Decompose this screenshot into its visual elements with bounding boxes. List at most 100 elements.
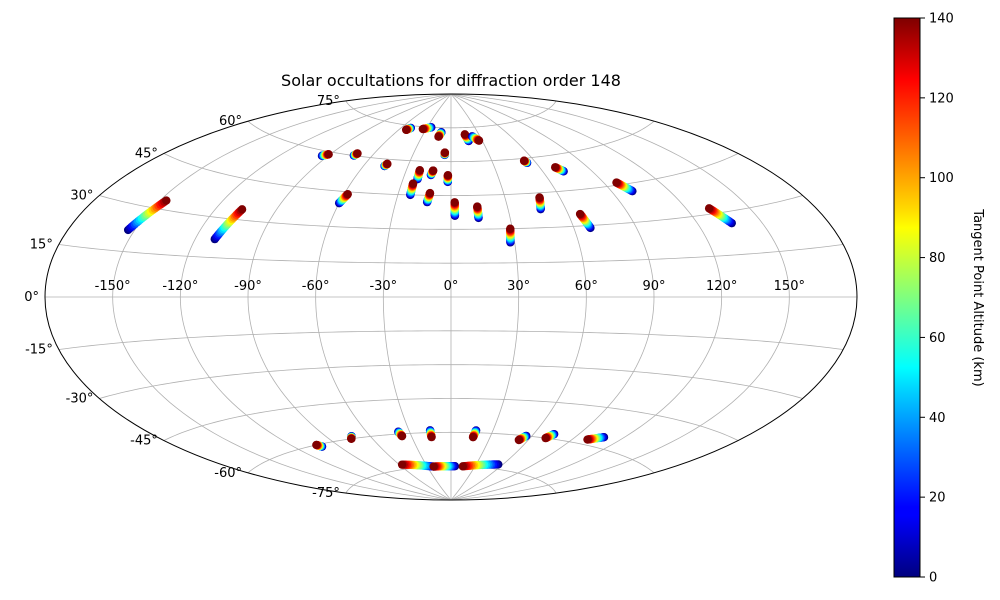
occultation-point (427, 432, 436, 442)
occultation-track (583, 433, 609, 444)
chart-title: Solar occultations for diffraction order… (281, 71, 621, 90)
occultation-track (519, 156, 532, 168)
occultation-track (541, 429, 559, 443)
occultation-point (418, 124, 428, 134)
occultation-point (473, 202, 482, 211)
occultation-track (426, 166, 438, 180)
longitude-tick-label: 30° (507, 279, 530, 294)
occultation-track (458, 460, 503, 471)
colorbar-tick-label: 20 (929, 491, 946, 506)
occultation-point (425, 188, 435, 198)
occultation-point (550, 163, 560, 172)
latitude-tick-labels: -75° -60° -45° -30° -15° 0° 15° 30° 45° 60° 75° (24, 94, 340, 501)
occultation-track (443, 170, 453, 187)
occultation-point (429, 462, 438, 471)
longitude-tick-label: 150° (774, 279, 805, 294)
latitude-tick-label: 30° (70, 189, 93, 204)
longitude-tick-label: 0° (444, 279, 459, 294)
longitude-tick-label: 60° (575, 279, 598, 294)
occultation-point (237, 205, 247, 214)
occultation-track (394, 427, 407, 441)
latitude-tick-label: 60° (219, 114, 242, 129)
occultation-point (434, 132, 443, 141)
colorbar-tick-label: 40 (929, 411, 946, 426)
parallel-line (163, 398, 739, 441)
occultation-points (123, 123, 736, 471)
occultation-point (312, 440, 321, 450)
occultation-track (468, 426, 481, 442)
occultation-track (506, 224, 515, 247)
occultation-point (506, 224, 515, 233)
longitude-tick-label: -150° (95, 279, 131, 294)
colorbar: 0 20 40 60 80 100 120 140 Tangent Point Altitud… (893, 12, 985, 586)
occultation-point (535, 193, 544, 202)
colorbar-gradient (893, 17, 921, 578)
occultation-point (408, 179, 418, 188)
occultation-point (343, 189, 352, 199)
occultation-point (519, 156, 529, 165)
colorbar-ticks: 0 20 40 60 80 100 120 140 (920, 12, 954, 586)
latitude-tick-label: 75° (317, 94, 340, 109)
occultation-point (514, 435, 524, 445)
occultation-point (397, 460, 407, 469)
parallel-line (99, 364, 803, 399)
occultation-track (429, 461, 460, 471)
occultation-point (583, 435, 592, 444)
occultation-point (468, 432, 478, 442)
colorbar-tick-label: 60 (929, 331, 946, 346)
colorbar-tick-label: 0 (929, 571, 937, 586)
longitude-tick-labels: -150° -120° -90° -60° -30° 0° 30° 60° 90° 120° 150… (95, 279, 805, 294)
occultation-point (162, 196, 171, 205)
grid-lines (45, 94, 857, 500)
occultation-track (380, 159, 392, 171)
occultation-point (443, 170, 453, 180)
parallel-line (163, 153, 739, 196)
occultation-point (612, 178, 621, 187)
occultation-track (317, 150, 333, 161)
occultation-point (474, 136, 484, 145)
occultation-track (349, 149, 362, 160)
occultation-track (123, 196, 171, 235)
latitude-tick-label: 15° (30, 237, 53, 252)
occultation-point (541, 433, 550, 443)
occultation-track (440, 148, 450, 160)
occultation-track (210, 205, 247, 244)
longitude-tick-label: -90° (234, 279, 262, 294)
latitude-tick-label: -45° (130, 434, 158, 449)
occultation-track (422, 188, 435, 207)
occultation-track (612, 178, 637, 196)
occultation-point (450, 198, 459, 207)
occultation-point (401, 125, 411, 135)
latitude-tick-label: -75° (312, 486, 340, 501)
longitude-tick-label: -30° (369, 279, 397, 294)
occultation-point (397, 431, 407, 441)
occultation-point (353, 149, 362, 158)
parallel-line (58, 244, 844, 264)
longitude-tick-label: 90° (642, 279, 665, 294)
parallel-line (345, 100, 557, 129)
longitude-tick-label: 120° (706, 279, 737, 294)
occultation-track (406, 179, 418, 200)
colorbar-tick-label: 100 (929, 171, 954, 186)
map-boundary (44, 93, 858, 501)
occultation-track (401, 123, 415, 135)
occultation-track (347, 432, 356, 443)
occultation-point (460, 130, 469, 139)
latitude-tick-label: -30° (66, 392, 94, 407)
occultation-point (347, 434, 356, 443)
colorbar-tick-label: 80 (929, 251, 946, 266)
occultation-track (704, 204, 736, 228)
occultation-point (383, 159, 392, 169)
occultation-point (440, 148, 450, 157)
latitude-tick-label: -60° (214, 466, 242, 481)
occultation-track (418, 123, 436, 134)
occultation-track (425, 426, 436, 442)
parallel-line (99, 195, 803, 230)
colorbar-tick-label: 120 (929, 91, 954, 106)
longitude-tick-label: -120° (162, 279, 198, 294)
latitude-tick-label: 45° (135, 146, 158, 161)
parallel-line (247, 120, 655, 163)
longitude-tick-label: -60° (302, 279, 330, 294)
colorbar-tick-label: 140 (929, 12, 954, 27)
occultation-track (473, 202, 483, 223)
